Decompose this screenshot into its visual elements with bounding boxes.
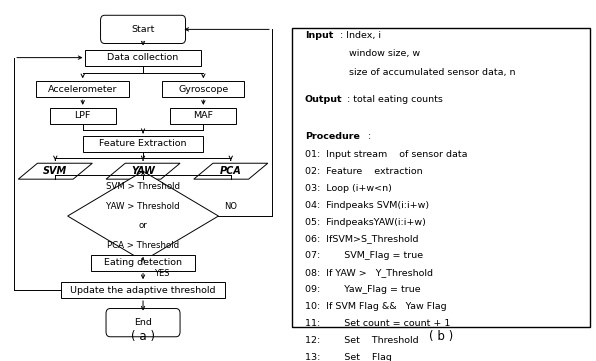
Text: 12:        Set    Threshold: 12: Set Threshold [305, 336, 418, 345]
Bar [36, 81, 129, 97]
Text: Output: Output [305, 95, 342, 104]
Text: YES: YES [154, 269, 169, 278]
Text: Input: Input [305, 31, 333, 40]
Polygon shape [106, 163, 180, 179]
Text: 13:        Set    Flag: 13: Set Flag [305, 353, 392, 361]
Text: :: : [368, 131, 371, 140]
Text: or: or [139, 221, 147, 230]
FancyBboxPatch shape [101, 15, 185, 43]
Text: 10:  If SVM Flag &&   Yaw Flag: 10: If SVM Flag && Yaw Flag [305, 302, 446, 311]
Text: Procedure: Procedure [305, 131, 359, 140]
Text: : Index, i: : Index, i [340, 31, 381, 40]
Text: YAW: YAW [131, 166, 155, 176]
Text: PCA > Threshold: PCA > Threshold [107, 241, 179, 250]
Text: Eating detection: Eating detection [104, 258, 182, 267]
Text: SVM > Threshold: SVM > Threshold [106, 182, 180, 191]
Text: 05:  FindpeaksYAW(i:i+w): 05: FindpeaksYAW(i:i+w) [305, 218, 426, 227]
Bar [61, 282, 225, 298]
Text: ( a ): ( a ) [131, 330, 155, 343]
Text: 04:  Findpeaks SVM(i:i+w): 04: Findpeaks SVM(i:i+w) [305, 201, 429, 210]
Text: NO: NO [224, 202, 237, 211]
FancyBboxPatch shape [106, 309, 180, 337]
Text: 11:        Set count = count + 1: 11: Set count = count + 1 [305, 319, 450, 328]
Bar [50, 108, 116, 124]
Bar [91, 255, 195, 270]
Text: 09:        Yaw_Flag = true: 09: Yaw_Flag = true [305, 285, 420, 294]
Text: End: End [134, 318, 152, 327]
Text: : total eating counts: : total eating counts [347, 95, 443, 104]
Text: LPF: LPF [74, 111, 91, 120]
Text: Update the adaptive threshold: Update the adaptive threshold [70, 286, 216, 295]
Text: 08:  If YAW >   Y_Threshold: 08: If YAW > Y_Threshold [305, 268, 433, 277]
Text: MAF: MAF [193, 111, 213, 120]
Text: YAW > Threshold: YAW > Threshold [106, 202, 180, 211]
Text: PCA: PCA [220, 166, 241, 176]
Text: Data collection: Data collection [107, 53, 179, 62]
Text: Accelerometer: Accelerometer [48, 85, 117, 93]
Text: 03:  Loop (i+w<n): 03: Loop (i+w<n) [305, 184, 392, 193]
Polygon shape [68, 171, 219, 261]
Text: 06:  IfSVM>S_Threshold: 06: IfSVM>S_Threshold [305, 235, 418, 243]
Text: ( b ): ( b ) [429, 330, 453, 343]
Polygon shape [18, 163, 92, 179]
Bar [162, 81, 244, 97]
Text: 07:        SVM_Flag = true: 07: SVM_Flag = true [305, 251, 423, 260]
Text: size of accumulated sensor data, n: size of accumulated sensor data, n [340, 68, 516, 77]
Text: 01:  Input stream    of sensor data: 01: Input stream of sensor data [305, 150, 467, 159]
Text: Start: Start [131, 25, 155, 34]
Text: 02:  Feature    extraction: 02: Feature extraction [305, 167, 423, 176]
Bar [83, 136, 203, 152]
Bar [170, 108, 236, 124]
Bar [85, 50, 201, 66]
Text: SVM: SVM [43, 166, 67, 176]
Polygon shape [194, 163, 268, 179]
Text: Gyroscope: Gyroscope [178, 85, 228, 93]
Text: window size, w: window size, w [340, 49, 420, 58]
Text: Feature Extraction: Feature Extraction [100, 139, 187, 148]
